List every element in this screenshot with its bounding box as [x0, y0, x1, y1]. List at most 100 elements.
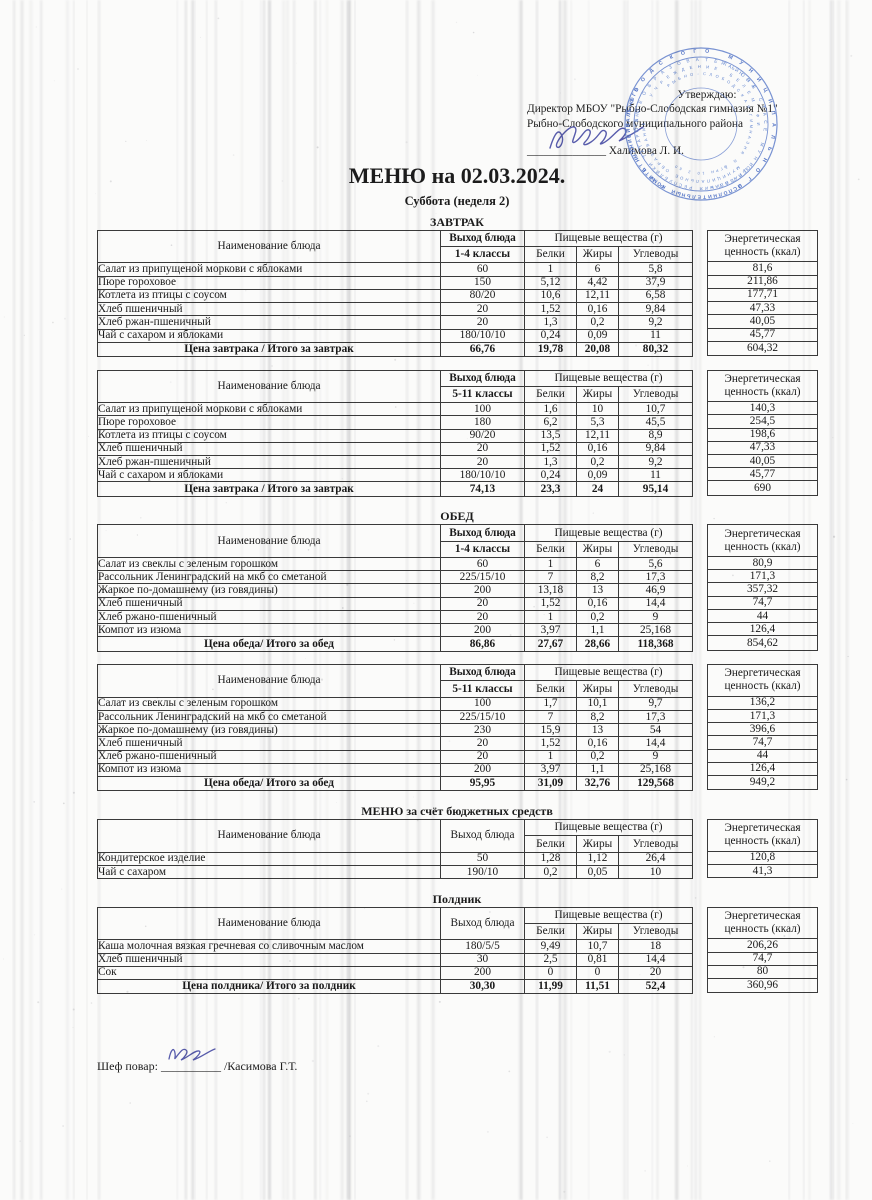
svg-text:1: 1: [702, 171, 704, 175]
svg-text:Т: Т: [703, 193, 706, 199]
svg-text:Ц: Ц: [716, 176, 721, 182]
svg-text:Д: Д: [648, 67, 655, 74]
svg-text:У: У: [648, 93, 654, 98]
svg-text:Ы: Ы: [671, 78, 677, 84]
svg-text:Г: Г: [748, 114, 753, 118]
svg-text:Н: Н: [747, 67, 754, 74]
svg-text:Г: Г: [720, 166, 724, 170]
svg-text:П: П: [625, 123, 631, 127]
svg-text:Н: Н: [698, 64, 701, 69]
svg-text:Ь: Ь: [766, 146, 773, 152]
svg-text:0: 0: [675, 164, 679, 169]
svg-text:6: 6: [679, 166, 683, 171]
svg-text:И: И: [705, 186, 709, 191]
svg-text:А: А: [640, 149, 646, 154]
svg-text:У: У: [738, 60, 745, 67]
svg-text:-: -: [697, 71, 699, 76]
svg-text:У: У: [731, 169, 736, 175]
svg-text:М: М: [749, 125, 754, 129]
svg-text:С: С: [758, 97, 764, 103]
svg-text:О: О: [715, 73, 720, 79]
svg-text:И: И: [766, 98, 773, 104]
svg-text:Н: Н: [710, 185, 714, 190]
svg-text:К: К: [740, 93, 746, 98]
svg-text:М: М: [727, 54, 733, 61]
svg-text:Е: Е: [714, 58, 718, 64]
svg-text:Д: Д: [731, 83, 737, 89]
svg-text:И: И: [707, 193, 712, 199]
svg-text:В: В: [686, 58, 690, 64]
svg-text:Ж: Ж: [672, 69, 678, 75]
svg-text:Ь: Ь: [690, 178, 694, 183]
svg-text:О: О: [679, 175, 684, 181]
svg-text:С: С: [658, 60, 665, 67]
svg-text:З: З: [668, 64, 673, 70]
svg-text:Е: Е: [674, 173, 679, 179]
svg-text:Л: Л: [769, 135, 776, 140]
svg-text:Г: Г: [693, 49, 697, 55]
svg-text:Ц: Ц: [762, 87, 769, 93]
svg-text:Т: Т: [637, 144, 643, 149]
svg-text:Е: Е: [638, 100, 644, 105]
svg-text:М: М: [750, 97, 756, 103]
svg-text:Я: Я: [746, 104, 752, 109]
svg-text:Т: Т: [634, 124, 639, 127]
svg-text:О: О: [680, 50, 685, 57]
svg-text:Л: Л: [692, 193, 697, 199]
svg-text:О: О: [640, 76, 647, 83]
svg-text:Н: Н: [712, 192, 717, 199]
svg-text:Е: Е: [665, 74, 670, 80]
svg-text:О: О: [676, 60, 681, 66]
svg-text:В: В: [645, 143, 651, 148]
svg-text:А: А: [636, 139, 642, 143]
svg-text:К: К: [669, 54, 675, 61]
svg-text:Н: Н: [683, 73, 687, 79]
svg-text:А: А: [660, 69, 666, 75]
svg-text:Р: Р: [635, 134, 640, 138]
svg-text:Т: Т: [705, 57, 708, 62]
svg-text:А: А: [626, 118, 632, 122]
svg-text:Н: Н: [753, 156, 759, 161]
svg-text:О: О: [723, 164, 728, 169]
svg-text:А: А: [701, 179, 704, 184]
svg-text:Н: Н: [710, 169, 714, 174]
svg-text:Е: Е: [763, 128, 768, 132]
svg-text:А: А: [643, 138, 649, 142]
svg-text:Ч: Ч: [653, 86, 659, 91]
svg-text:Е: Е: [714, 66, 718, 72]
svg-text:С: С: [736, 87, 742, 93]
svg-text:И: И: [626, 128, 632, 133]
svg-text:А: А: [696, 57, 700, 62]
svg-text:И: И: [749, 119, 754, 122]
svg-text:Р: Р: [689, 185, 693, 190]
svg-text:Н: Н: [761, 156, 768, 162]
svg-text:Е: Е: [735, 77, 741, 83]
svg-text:Н: Н: [642, 133, 647, 137]
svg-text:А: А: [770, 123, 776, 127]
svg-text:N: N: [732, 158, 738, 164]
svg-text:Т: Т: [638, 162, 645, 168]
svg-text:Н: Н: [748, 130, 753, 134]
svg-text:А: А: [747, 136, 753, 140]
svg-text:А: А: [715, 184, 719, 190]
svg-text:Г: Г: [746, 175, 752, 181]
svg-text:П: П: [707, 178, 711, 183]
svg-text:П: П: [769, 111, 776, 116]
svg-text:У: У: [668, 178, 673, 184]
svg-text:Е: Е: [641, 122, 646, 125]
svg-text:О: О: [690, 72, 694, 78]
svg-text:И: И: [722, 174, 727, 180]
svg-text:Е: Е: [684, 184, 688, 190]
svg-text:Б: Б: [677, 75, 682, 81]
svg-text:О: О: [754, 166, 761, 173]
svg-text:А: А: [762, 112, 768, 117]
svg-text:Т: Т: [642, 153, 648, 158]
svg-text:А: А: [634, 119, 639, 122]
svg-text:П: П: [673, 180, 678, 186]
svg-text:Я: Я: [700, 186, 703, 191]
svg-text:И: И: [755, 77, 762, 84]
svg-text:Е: Е: [689, 65, 693, 70]
svg-text:И: И: [756, 122, 761, 125]
svg-text:Д: Д: [681, 67, 685, 73]
svg-text:Б: Б: [664, 175, 669, 181]
